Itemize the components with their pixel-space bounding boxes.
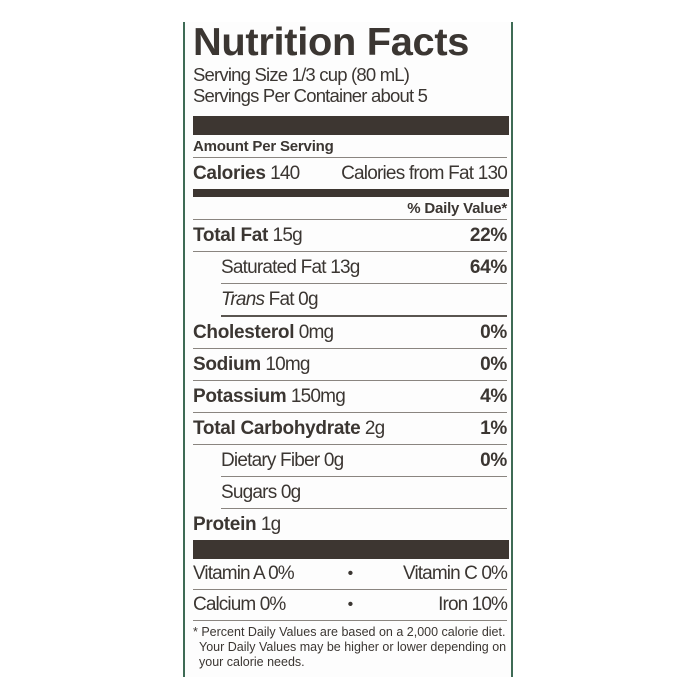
nutrient-row-total-fat: Total Fat 15g 22% [193,220,507,252]
nutrient-row-saturated-fat: Saturated Fat 13g 64% [221,252,507,284]
nutrient-row-potassium: Potassium 150mg 4% [193,381,507,413]
vitamin-row: Calcium 0% • Iron 10% [193,590,508,621]
calories-row: Calories 140 Calories from Fat 130 [193,158,508,189]
calories-from-fat: Calories from Fat 130 [341,162,508,184]
label-title: Nutrition Facts [193,21,470,64]
serving-size: Serving Size 1/3 cup (80 mL) [193,64,410,85]
daily-value-header-text: % Daily Value* [407,199,507,217]
nutrient-row-sodium: Sodium 10mg 0% [193,349,507,381]
nutrient-row-protein: Protein 1g [193,513,281,535]
thick-divider [193,116,509,135]
nutrient-row-dietary-fiber: Dietary Fiber 0g 0% [221,445,507,477]
amount-per-serving-text: Amount Per Serving [193,137,334,155]
nutrition-facts-label: Nutrition Facts Serving Size 1/3 cup (80… [183,22,513,677]
medium-divider [193,189,509,197]
nutrient-row-total-carbohydrate: Total Carbohydrate 2g 1% [193,413,507,445]
nutrient-row-sugars: Sugars 0g [221,477,507,509]
servings-per-container: Servings Per Container about 5 [193,85,428,106]
footnote: * Percent Daily Values are based on a 2,… [193,625,507,669]
calories: Calories 140 [193,162,300,184]
nutrient-row-cholesterol: Cholesterol 0mg 0% [193,317,507,349]
vitamin-row: Vitamin A 0% • Vitamin C 0% [193,559,508,590]
thick-divider [193,540,509,559]
daily-value-header: % Daily Value* [193,197,507,220]
amount-per-serving: Amount Per Serving [193,135,507,158]
nutrient-row-trans-fat: Trans Fat 0g [221,284,507,317]
